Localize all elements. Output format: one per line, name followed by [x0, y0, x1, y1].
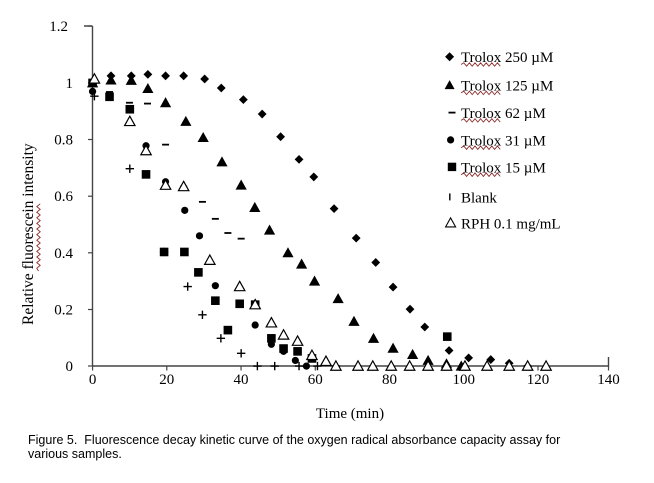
- svg-text:0.2: 0.2: [54, 303, 73, 319]
- svg-text:20: 20: [159, 372, 174, 388]
- svg-text:Trolox 125 µM: Trolox 125 µM: [461, 79, 553, 95]
- svg-text:80: 80: [382, 372, 397, 388]
- svg-text:120: 120: [527, 372, 550, 388]
- svg-text:140: 140: [597, 372, 620, 388]
- svg-text:0.8: 0.8: [54, 133, 73, 149]
- svg-text:Time (min): Time (min): [316, 406, 384, 422]
- svg-text:Trolox 250 µM: Trolox 250 µM: [461, 50, 553, 66]
- svg-text:RPH 0.1 mg/mL: RPH 0.1 mg/mL: [461, 216, 561, 232]
- svg-text:0: 0: [89, 372, 97, 388]
- svg-text:60: 60: [308, 372, 323, 388]
- svg-text:0.4: 0.4: [54, 246, 73, 262]
- svg-text:40: 40: [234, 372, 249, 388]
- svg-text:1: 1: [66, 76, 74, 92]
- svg-text:0: 0: [66, 359, 74, 375]
- svg-text:1.2: 1.2: [49, 19, 68, 35]
- svg-text:100: 100: [453, 372, 476, 388]
- svg-text:Blank: Blank: [461, 190, 497, 206]
- svg-text:0.6: 0.6: [54, 189, 73, 205]
